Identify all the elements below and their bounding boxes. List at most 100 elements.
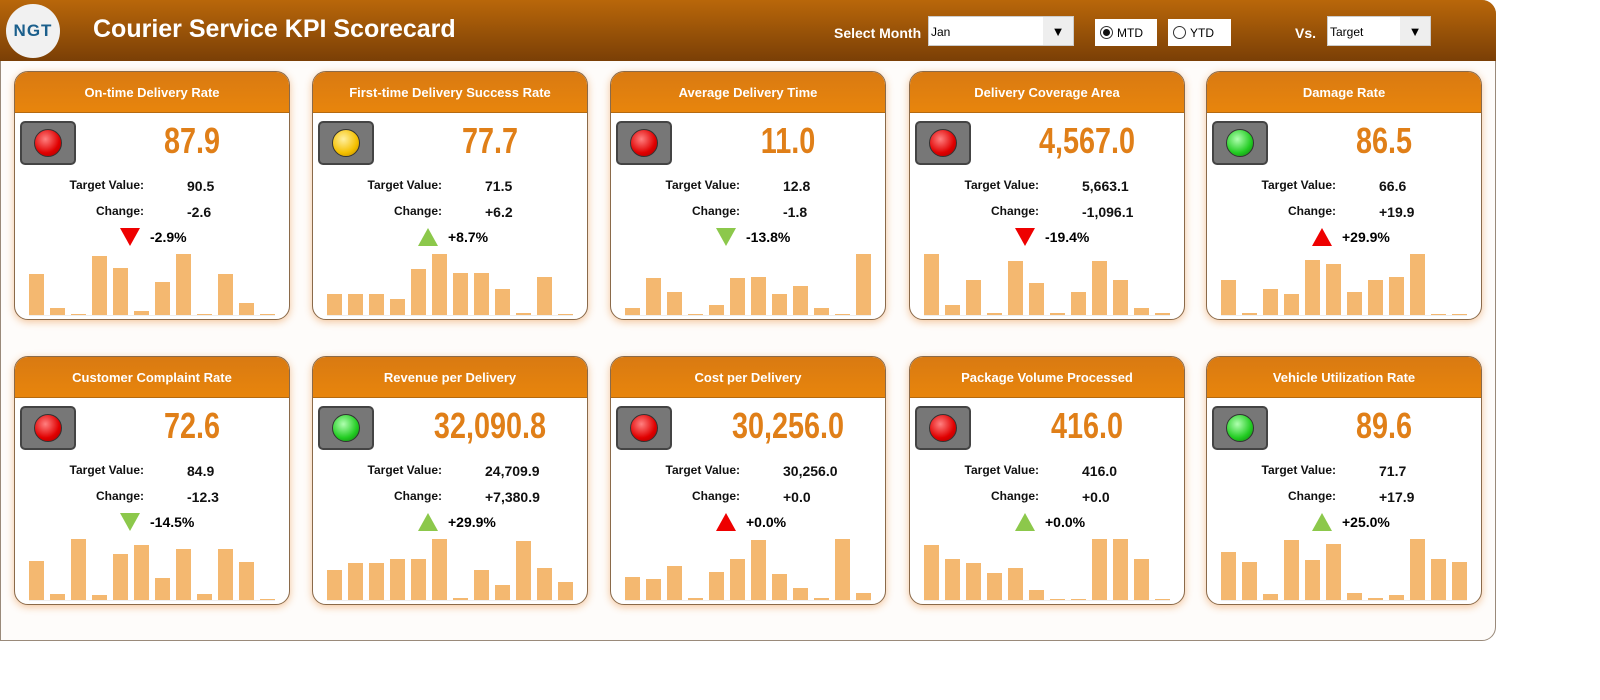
vs-dropdown[interactable]: Target ▼ (1327, 16, 1431, 46)
trend-chart (625, 254, 871, 316)
trend-bar (1368, 598, 1383, 600)
change-percent-row: +29.9% (1312, 228, 1390, 246)
trend-bar (1221, 280, 1236, 315)
arrow-up-icon (1312, 228, 1332, 246)
mtd-radio[interactable]: MTD (1095, 19, 1157, 46)
trend-bar (1113, 539, 1128, 600)
trend-bar (924, 544, 939, 600)
change-percent-row: +0.0% (716, 513, 786, 531)
change-percent-row: +29.9% (418, 513, 496, 531)
trend-bar (50, 307, 65, 315)
status-light-icon (616, 406, 672, 450)
trend-bar (71, 313, 86, 315)
change-value: +6.2 (485, 204, 513, 220)
trend-chart (625, 539, 871, 601)
change-percent: +25.0% (1342, 514, 1390, 530)
kpi-title: On-time Delivery Rate (15, 72, 289, 113)
kpi-title: Damage Rate (1207, 72, 1481, 113)
change-label: Change: (1288, 489, 1336, 503)
kpi-card: First-time Delivery Success Rate 77.7 Ta… (312, 71, 588, 320)
trend-chart (924, 539, 1170, 601)
trend-bar (411, 268, 426, 315)
trend-bar (730, 277, 745, 315)
chevron-down-icon[interactable]: ▼ (1043, 17, 1073, 45)
trend-bar (1305, 259, 1320, 315)
trend-bar (1452, 313, 1467, 315)
trend-bar (537, 568, 552, 600)
trend-bar (1029, 282, 1044, 315)
trend-bar (1134, 558, 1149, 600)
change-percent-row: +25.0% (1312, 513, 1390, 531)
arrow-up-icon (1015, 513, 1035, 531)
mtd-label: MTD (1117, 25, 1143, 40)
target-label: Target Value: (964, 178, 1039, 192)
change-percent: -13.8% (746, 229, 791, 245)
select-month-label: Select Month (834, 25, 922, 41)
chevron-down-icon[interactable]: ▼ (1400, 17, 1430, 45)
change-label: Change: (394, 489, 442, 503)
target-label: Target Value: (665, 178, 740, 192)
trend-bar (516, 312, 531, 315)
trend-bar (71, 539, 86, 600)
status-light-icon (20, 406, 76, 450)
trend-chart (924, 254, 1170, 316)
vs-value: Target (1330, 25, 1364, 39)
trend-bar (1410, 254, 1425, 315)
red-bulb-icon (34, 414, 62, 442)
trend-chart (1221, 539, 1467, 601)
trend-bar (1452, 562, 1467, 600)
trend-bar (987, 312, 1002, 315)
trend-bar (113, 553, 128, 600)
arrow-down-icon (1015, 228, 1035, 246)
red-bulb-icon (929, 414, 957, 442)
trend-bar (1410, 539, 1425, 600)
trend-bar (1092, 539, 1107, 600)
trend-bar (1242, 561, 1257, 600)
kpi-title: Package Volume Processed (910, 357, 1184, 398)
trend-bar (688, 313, 703, 315)
trend-bar (1347, 592, 1362, 600)
trend-bar (155, 282, 170, 315)
kpi-value: 32,090.8 (433, 405, 547, 446)
green-bulb-icon (1226, 414, 1254, 442)
trend-bar (856, 592, 871, 600)
trend-bar (432, 539, 447, 600)
trend-bar (1263, 288, 1278, 315)
ytd-radio[interactable]: YTD (1168, 19, 1231, 46)
change-value: +0.0 (783, 489, 811, 505)
arrow-up-icon (1312, 513, 1332, 531)
trend-chart (327, 254, 573, 316)
trend-bar (1431, 558, 1446, 600)
trend-bar (260, 598, 275, 600)
trend-bar (667, 291, 682, 315)
arrow-up-icon (418, 513, 438, 531)
trend-bar (709, 571, 724, 600)
trend-bar (348, 563, 363, 600)
trend-bar (134, 310, 149, 315)
target-value: 24,709.9 (485, 463, 540, 479)
arrow-up-icon (418, 228, 438, 246)
trend-bar (1431, 313, 1446, 315)
arrow-down-icon (716, 228, 736, 246)
change-percent-row: -13.8% (716, 228, 790, 246)
red-bulb-icon (929, 129, 957, 157)
kpi-card: Package Volume Processed 416.0 Target Va… (909, 356, 1185, 605)
trend-bar (176, 549, 191, 600)
target-label: Target Value: (367, 463, 442, 477)
change-label: Change: (394, 204, 442, 218)
trend-bar (390, 299, 405, 315)
trend-bar (1155, 598, 1170, 600)
kpi-value: 72.6 (163, 405, 221, 446)
kpi-title: First-time Delivery Success Rate (313, 72, 587, 113)
trend-bar (924, 254, 939, 315)
change-value: +0.0 (1082, 489, 1110, 505)
change-value: -1.8 (783, 204, 808, 220)
trend-bar (390, 559, 405, 600)
change-percent-row: -2.9% (120, 228, 187, 246)
trend-bar (835, 313, 850, 315)
target-label: Target Value: (69, 178, 144, 192)
trend-bar (134, 545, 149, 600)
target-label: Target Value: (665, 463, 740, 477)
trend-bar (495, 584, 510, 600)
month-dropdown[interactable]: Jan ▼ (928, 16, 1074, 46)
